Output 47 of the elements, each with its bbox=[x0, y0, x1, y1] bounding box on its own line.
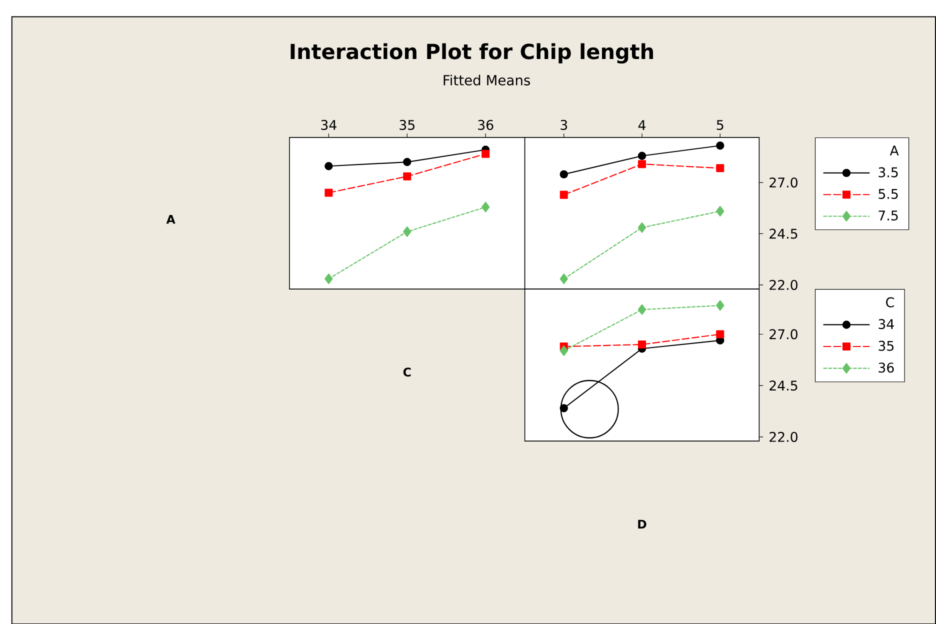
y-tick-label: 22.0 bbox=[770, 432, 798, 442]
point bbox=[324, 162, 333, 170]
legend-label: 34 bbox=[878, 318, 894, 329]
legend-label: 35 bbox=[878, 340, 894, 351]
legend-title: C bbox=[886, 297, 894, 308]
y-tick-label: 24.5 bbox=[770, 380, 798, 390]
point bbox=[482, 150, 490, 158]
x-axis-title: D bbox=[638, 520, 646, 528]
chart-title: Interaction Plot for Chip length bbox=[290, 43, 653, 64]
point bbox=[716, 330, 724, 338]
point bbox=[324, 273, 333, 284]
point bbox=[481, 202, 490, 212]
legend-label: 3.5 bbox=[878, 167, 898, 178]
x-tick-label: 35 bbox=[400, 120, 414, 130]
point bbox=[638, 304, 646, 315]
legend-label: 5.5 bbox=[878, 188, 898, 199]
x-axis-title: C bbox=[403, 367, 411, 376]
legend-label: 7.5 bbox=[878, 210, 898, 220]
x-tick-label: 5 bbox=[716, 120, 724, 130]
point bbox=[560, 273, 568, 284]
legend-title: A bbox=[890, 145, 899, 156]
point bbox=[638, 152, 646, 160]
point bbox=[403, 226, 412, 237]
y-tick-label: 22.0 bbox=[770, 280, 798, 290]
point bbox=[716, 206, 724, 216]
point bbox=[638, 160, 646, 168]
y-axis-title: A bbox=[166, 214, 176, 224]
y-tick-label: 27.0 bbox=[770, 177, 798, 188]
y-tick-label: 27.0 bbox=[770, 328, 798, 340]
x-tick-label: 34 bbox=[321, 120, 336, 130]
point bbox=[403, 158, 412, 166]
point bbox=[638, 340, 646, 348]
point bbox=[560, 190, 568, 199]
point bbox=[560, 170, 568, 178]
point bbox=[403, 172, 412, 180]
chart-subtitle: Fitted Means bbox=[444, 74, 530, 86]
x-tick-label: 36 bbox=[478, 120, 494, 130]
point bbox=[716, 300, 724, 311]
point bbox=[716, 164, 724, 172]
legend-label: 36 bbox=[878, 362, 894, 372]
y-tick-label: 24.5 bbox=[770, 228, 798, 239]
x-tick-label: 4 bbox=[638, 120, 646, 130]
point bbox=[638, 222, 646, 233]
point bbox=[324, 188, 333, 197]
x-tick-label: 3 bbox=[560, 120, 568, 130]
point bbox=[716, 141, 724, 150]
point bbox=[560, 345, 568, 356]
